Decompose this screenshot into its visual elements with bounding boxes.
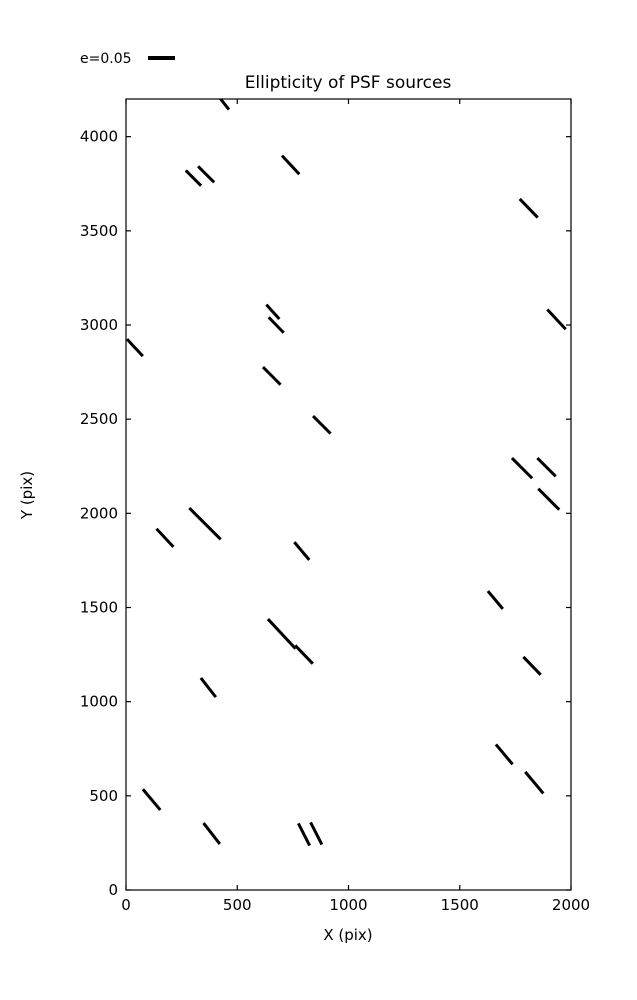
whisker-segment — [155, 527, 175, 548]
legend: e=0.05 — [80, 51, 175, 67]
y-tick-label: 4000 — [80, 128, 118, 146]
whisker-segment — [188, 506, 222, 541]
y-tick-label: 2500 — [80, 410, 118, 428]
whisker-segment — [293, 541, 311, 561]
whisker-segment — [524, 770, 545, 795]
y-axis-title: Y (pix) — [18, 471, 36, 520]
plot-frame — [125, 98, 572, 891]
x-tick-label: 2000 — [552, 896, 590, 914]
whisker-segment — [518, 197, 539, 219]
whisker-segment — [267, 316, 285, 334]
whisker-segment — [265, 303, 281, 321]
whisker-segment — [197, 165, 216, 184]
whisker-segment — [294, 644, 314, 665]
whisker-segment — [536, 456, 557, 478]
y-tick-label: 1000 — [80, 693, 118, 711]
whisker-segment — [202, 822, 221, 845]
whisker-series — [126, 99, 567, 847]
x-tick-label: 1500 — [441, 896, 479, 914]
x-tick-label: 500 — [223, 896, 252, 914]
whisker-segment — [537, 487, 561, 511]
y-tick-label: 2000 — [80, 504, 118, 522]
whisker-segment — [261, 366, 282, 386]
chart-title: Ellipticity of PSF sources — [245, 73, 452, 93]
whisker-segment — [266, 618, 297, 650]
x-axis-title: X (pix) — [323, 926, 372, 944]
whisker-segment — [309, 821, 324, 846]
whisker-segment — [218, 99, 231, 111]
whisker-segment — [199, 677, 217, 699]
x-tick-label: 0 — [121, 896, 131, 914]
y-tick-label: 3500 — [80, 222, 118, 240]
whisker-segment — [311, 414, 332, 435]
whisker-segment — [184, 169, 203, 187]
x-axis-ticks: 0 500 1000 1500 2000 — [121, 99, 590, 914]
whisker-segment — [510, 456, 534, 480]
y-tick-label: 1500 — [80, 599, 118, 617]
whisker-segment — [141, 788, 162, 811]
x-tick-label: 1000 — [329, 896, 367, 914]
y-tick-label: 500 — [89, 787, 118, 805]
whisker-segment — [522, 655, 542, 676]
whisker-segment — [297, 822, 311, 847]
whisker-segment — [494, 743, 514, 766]
legend-label: e=0.05 — [80, 51, 132, 67]
whisker-segment — [486, 590, 504, 610]
y-tick-label: 0 — [108, 881, 118, 899]
whisker-segment — [546, 308, 567, 331]
whisker-segment — [126, 338, 144, 358]
whisker-segment — [280, 154, 301, 176]
y-tick-label: 3000 — [80, 316, 118, 334]
y-axis-ticks: 0 500 1000 1500 2000 2500 3000 3500 4000 — [80, 128, 571, 899]
